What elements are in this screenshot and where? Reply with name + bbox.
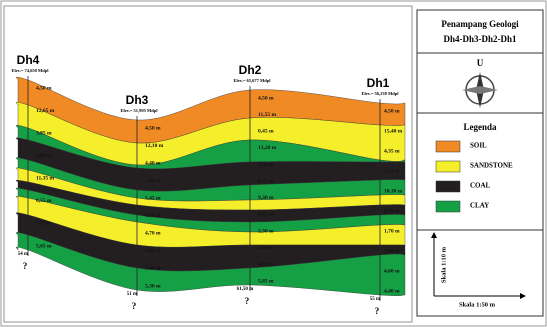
layer-label: 10,30 m bbox=[384, 188, 403, 194]
legend-swatch bbox=[436, 161, 460, 172]
layer-label: 5,85 m bbox=[258, 278, 274, 284]
legend-swatch bbox=[436, 141, 460, 152]
hole-elev: Elev.= 51,995 Mdpl bbox=[120, 108, 158, 113]
hole-name: Dh1 bbox=[367, 76, 390, 90]
layer-label: 8,35 m bbox=[258, 212, 274, 218]
hole-elev: Elev.= 65,677 Mdpl bbox=[233, 78, 271, 83]
layer-label: 13,20 m bbox=[258, 145, 277, 151]
hole-bottom: 54 m bbox=[18, 252, 29, 257]
layer-label: 5,45 m bbox=[145, 195, 161, 201]
legend-label: COAL bbox=[470, 182, 491, 190]
legend-title: Legenda bbox=[463, 122, 497, 132]
hole-elev: Elev.= 56,238 Mdpl bbox=[361, 91, 399, 96]
layer-label: 1,85 m bbox=[145, 178, 161, 184]
layer-label: 15,40 m bbox=[384, 128, 403, 134]
layer-label: 5,05 m bbox=[145, 248, 161, 254]
layer-label: 0,55 m bbox=[36, 198, 52, 204]
hole-unknown: ? bbox=[23, 261, 28, 271]
layer-label: 4,40 m bbox=[384, 288, 400, 294]
layer-label: 0,45 m bbox=[258, 129, 274, 135]
subtitle: Dh4-Dh3-Dh2-Dh1 bbox=[443, 34, 517, 44]
layer-label: 0,60 m bbox=[145, 213, 161, 219]
layer-label: 6,35 m bbox=[258, 178, 274, 184]
hole-bottom: 55 m bbox=[370, 297, 381, 302]
layer-label: 4,50 m bbox=[36, 85, 52, 91]
layer-label: 2,01 m bbox=[384, 248, 400, 254]
title: Penampang Geologi bbox=[441, 19, 519, 29]
hole-elev: Elev.= 74,650 Mdpl bbox=[11, 68, 49, 73]
hole-bottom: 61,50 m bbox=[237, 287, 255, 292]
diagram: Dh4Elev.= 74,650 Mdpl 4,50 m 12,65 m 3,85 m… bbox=[0, 0, 547, 327]
layer-label: 4,50 m bbox=[384, 108, 400, 114]
layer-label: 4,50 m bbox=[258, 95, 274, 101]
layer-label: 4,40 m bbox=[145, 160, 161, 166]
legend-label: SOIL bbox=[470, 142, 487, 150]
layer-label: 12,65 m bbox=[36, 108, 55, 114]
layer-label: 4,95 m bbox=[258, 262, 274, 268]
hole-name: Dh2 bbox=[239, 63, 262, 77]
layer-label: 4,35 m bbox=[384, 148, 400, 154]
hole-name: Dh3 bbox=[126, 93, 149, 107]
layer-label: 4,50 m bbox=[145, 125, 161, 131]
layer-label: 5,40 m bbox=[145, 266, 161, 272]
legend-swatch bbox=[436, 201, 460, 212]
scale-vertical: Skala 1:10 m bbox=[440, 246, 447, 283]
layer-label: 11,55 m bbox=[258, 112, 276, 118]
layer-label: 12,10 m bbox=[145, 143, 164, 149]
legend-label: CLAY bbox=[470, 202, 489, 210]
hole-unknown: ? bbox=[132, 301, 137, 311]
layer-label: 5,65 m bbox=[36, 243, 52, 249]
legend-label: SANDSTONE bbox=[470, 162, 513, 170]
hole-unknown: ? bbox=[245, 296, 250, 306]
layer-label: 5,60 m bbox=[36, 153, 52, 159]
legend-swatch bbox=[436, 181, 460, 192]
layer-label: 0,50 m bbox=[384, 208, 400, 214]
layer-label: 3,85 m bbox=[36, 130, 52, 136]
layer-label: 3,70 m bbox=[258, 162, 274, 168]
layer-label: 11,35 m bbox=[36, 176, 54, 182]
layer-label: 7,15 m bbox=[384, 168, 400, 174]
layer-label: 9,30 m bbox=[258, 195, 274, 201]
hole-bottom: 51 m bbox=[127, 292, 138, 297]
layer-label: 3,15 m bbox=[36, 221, 52, 227]
layer-label: 4,70 m bbox=[145, 231, 161, 237]
layer-label: 1,70 m bbox=[384, 228, 400, 234]
hole-unknown: ? bbox=[375, 306, 380, 316]
north-label: U bbox=[477, 58, 484, 68]
scale-horizontal: Skala 1:50 m bbox=[459, 301, 496, 308]
side-panel: Penampang Geologi Dh4-Dh3-Dh2-Dh1 U Lege… bbox=[417, 10, 543, 316]
layer-label: 2,99 m bbox=[258, 245, 274, 251]
hole-name: Dh4 bbox=[17, 53, 40, 67]
layer-label: 2,30 m bbox=[258, 228, 274, 234]
layer-label: 5,30 m bbox=[145, 283, 161, 289]
layer-label: 4,60 m bbox=[384, 268, 400, 274]
